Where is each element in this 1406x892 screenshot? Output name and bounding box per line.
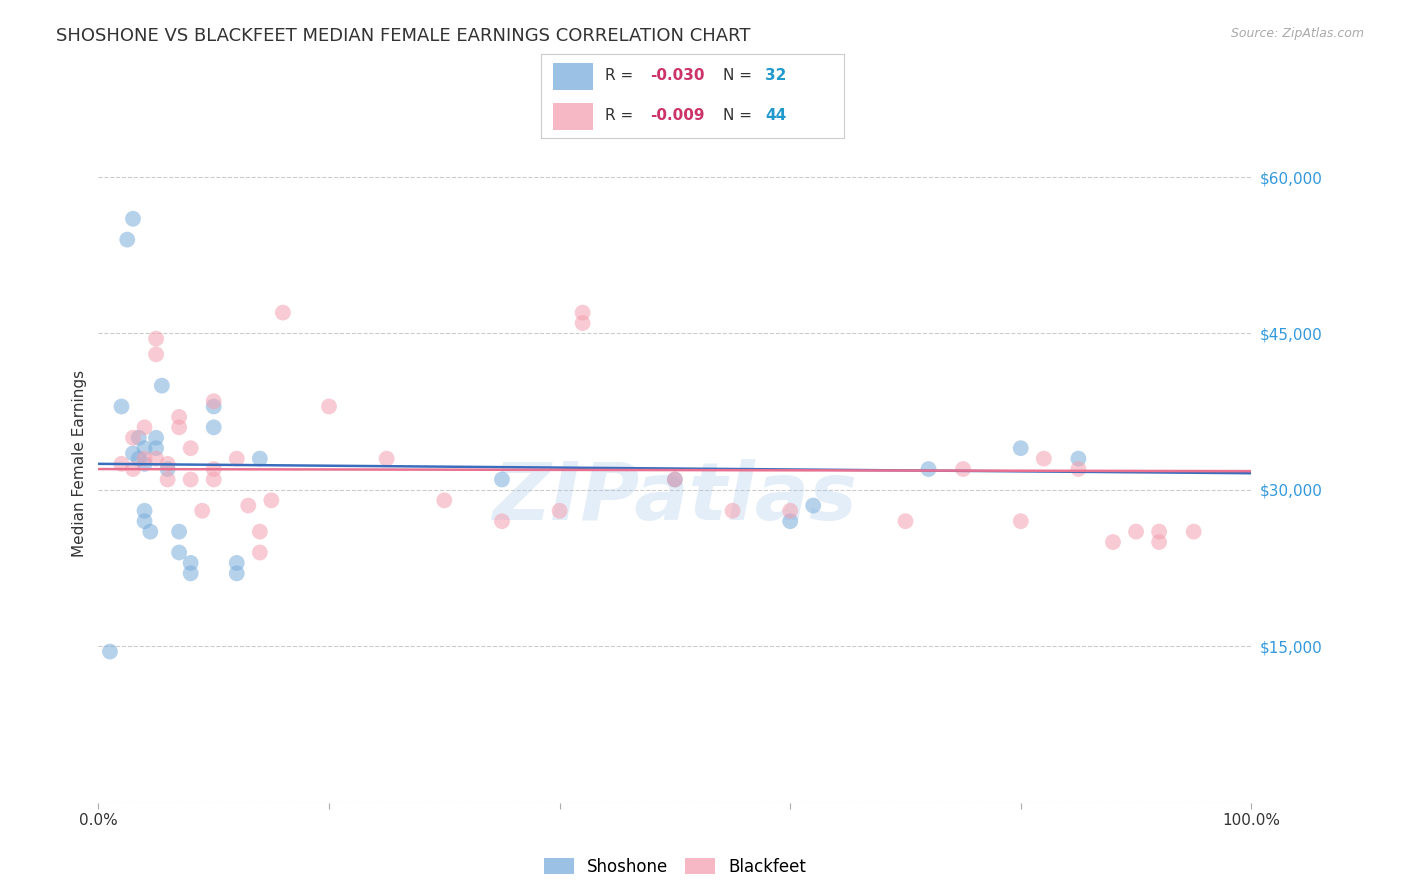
Point bbox=[1010, 441, 1032, 455]
Text: SHOSHONE VS BLACKFEET MEDIAN FEMALE EARNINGS CORRELATION CHART: SHOSHONE VS BLACKFEET MEDIAN FEMALE EARN… bbox=[56, 27, 751, 45]
Point bbox=[375, 451, 398, 466]
Point bbox=[122, 211, 145, 226]
Point bbox=[191, 504, 214, 518]
Point bbox=[128, 431, 150, 445]
Point bbox=[180, 556, 202, 570]
Point bbox=[167, 545, 190, 559]
Bar bbox=[554, 62, 593, 90]
Point bbox=[801, 499, 824, 513]
Point bbox=[249, 524, 271, 539]
Point bbox=[156, 457, 179, 471]
Point bbox=[271, 305, 294, 319]
Point bbox=[1067, 462, 1090, 476]
Point bbox=[180, 566, 202, 581]
Text: 32: 32 bbox=[765, 69, 786, 84]
Point bbox=[249, 451, 271, 466]
Point bbox=[225, 451, 247, 466]
Point bbox=[202, 473, 225, 487]
Point bbox=[238, 499, 260, 513]
Point bbox=[156, 473, 179, 487]
Text: -0.030: -0.030 bbox=[650, 69, 704, 84]
Point bbox=[779, 514, 801, 528]
Point bbox=[1147, 535, 1170, 549]
Text: -0.009: -0.009 bbox=[650, 108, 704, 123]
Point bbox=[225, 566, 247, 581]
Point bbox=[139, 524, 162, 539]
Point bbox=[145, 431, 167, 445]
Point bbox=[110, 457, 132, 471]
Point bbox=[167, 420, 190, 434]
Point bbox=[145, 332, 167, 346]
Point bbox=[952, 462, 974, 476]
Point bbox=[180, 441, 202, 455]
Point bbox=[917, 462, 939, 476]
Point bbox=[167, 409, 190, 424]
Point bbox=[1032, 451, 1054, 466]
Point bbox=[225, 556, 247, 570]
Legend: Shoshone, Blackfeet: Shoshone, Blackfeet bbox=[537, 851, 813, 882]
Bar bbox=[554, 103, 593, 130]
Point bbox=[145, 441, 167, 455]
Point bbox=[98, 644, 121, 658]
Point bbox=[202, 420, 225, 434]
Point bbox=[134, 457, 156, 471]
Point bbox=[721, 504, 744, 518]
Point bbox=[571, 305, 593, 319]
Point bbox=[134, 451, 156, 466]
Point bbox=[433, 493, 456, 508]
Point bbox=[128, 451, 150, 466]
Point bbox=[664, 473, 686, 487]
Text: ZIPatlas: ZIPatlas bbox=[492, 458, 858, 537]
Point bbox=[167, 524, 190, 539]
Point bbox=[1147, 524, 1170, 539]
Point bbox=[134, 441, 156, 455]
Point bbox=[1102, 535, 1125, 549]
Point bbox=[134, 420, 156, 434]
Y-axis label: Median Female Earnings: Median Female Earnings bbox=[72, 370, 87, 558]
Point bbox=[260, 493, 283, 508]
Point bbox=[1125, 524, 1147, 539]
Point bbox=[548, 504, 571, 518]
Point bbox=[202, 394, 225, 409]
Point bbox=[180, 473, 202, 487]
Point bbox=[894, 514, 917, 528]
Point bbox=[134, 504, 156, 518]
Point bbox=[122, 431, 145, 445]
Point bbox=[491, 473, 513, 487]
Point bbox=[122, 446, 145, 460]
Text: N =: N = bbox=[723, 108, 756, 123]
Point bbox=[122, 462, 145, 476]
Text: 44: 44 bbox=[765, 108, 786, 123]
Point bbox=[145, 347, 167, 361]
Point bbox=[779, 504, 801, 518]
Point bbox=[1182, 524, 1205, 539]
Point bbox=[1067, 451, 1090, 466]
Point bbox=[1010, 514, 1032, 528]
Point bbox=[202, 400, 225, 414]
Point bbox=[117, 233, 138, 247]
Point bbox=[664, 473, 686, 487]
Point bbox=[249, 545, 271, 559]
Point bbox=[491, 514, 513, 528]
Point bbox=[110, 400, 132, 414]
Point bbox=[156, 462, 179, 476]
Point bbox=[571, 316, 593, 330]
Point bbox=[145, 451, 167, 466]
Point bbox=[150, 378, 173, 392]
Text: Source: ZipAtlas.com: Source: ZipAtlas.com bbox=[1230, 27, 1364, 40]
Text: R =: R = bbox=[605, 108, 638, 123]
Point bbox=[134, 514, 156, 528]
Point bbox=[202, 462, 225, 476]
Point bbox=[318, 400, 340, 414]
Text: R =: R = bbox=[605, 69, 638, 84]
Text: N =: N = bbox=[723, 69, 756, 84]
